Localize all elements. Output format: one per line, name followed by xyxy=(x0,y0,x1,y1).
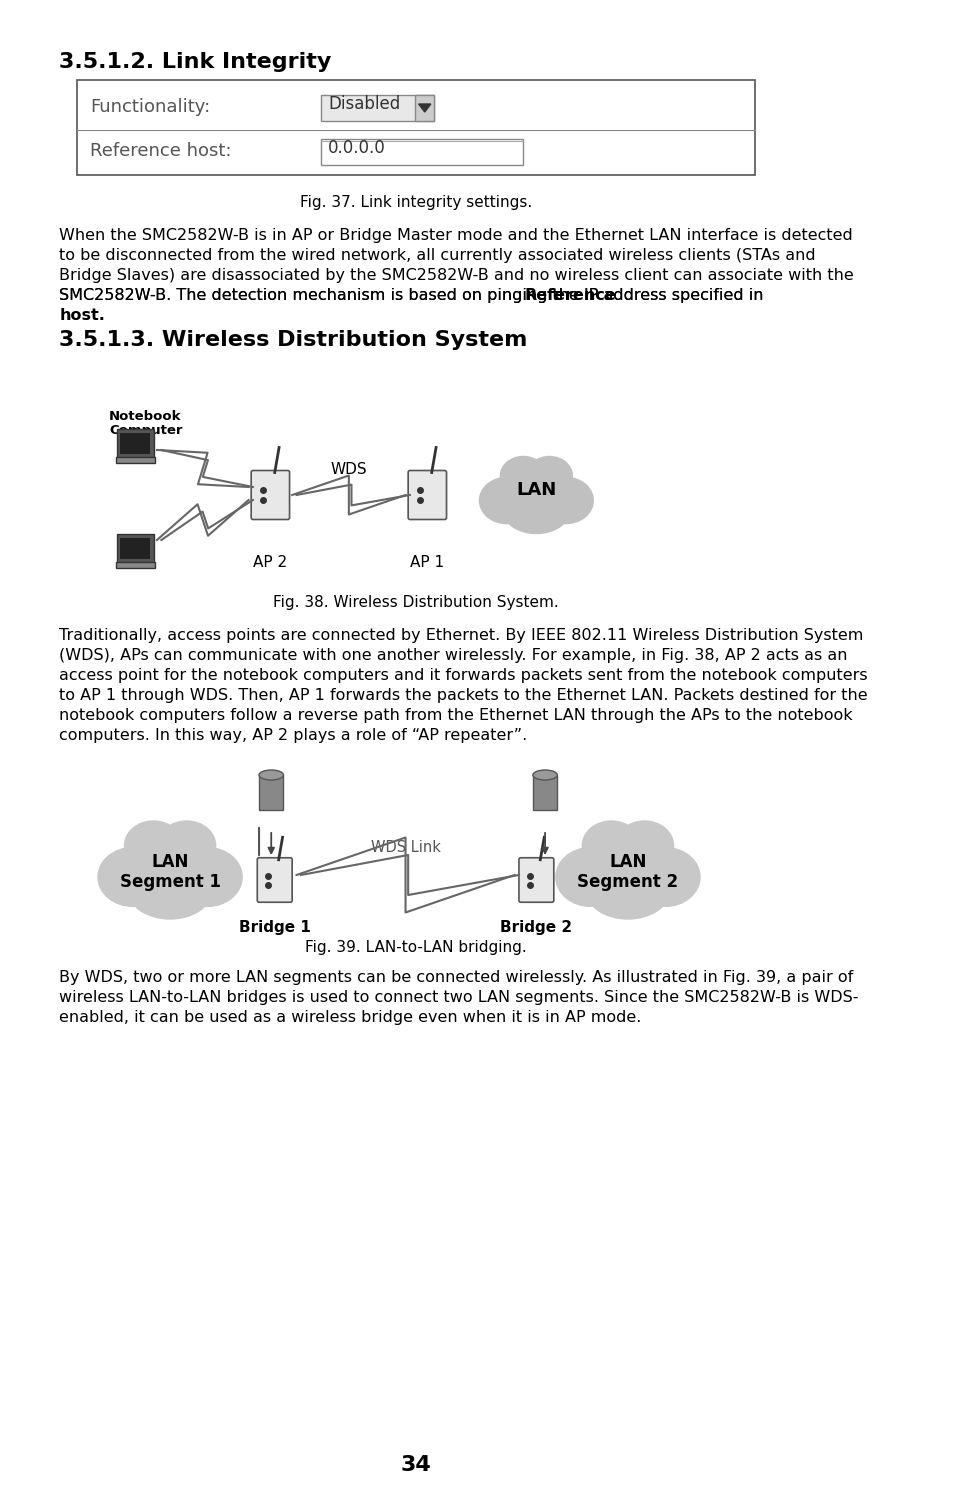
FancyBboxPatch shape xyxy=(533,776,557,810)
Text: Segment 1: Segment 1 xyxy=(119,873,220,891)
Ellipse shape xyxy=(259,770,283,780)
Text: 3.5.1.3. Wireless Distribution System: 3.5.1.3. Wireless Distribution System xyxy=(59,330,527,350)
Text: enabled, it can be used as a wireless bridge even when it is in AP mode.: enabled, it can be used as a wireless br… xyxy=(59,1010,641,1025)
Text: Fig. 38. Wireless Distribution System.: Fig. 38. Wireless Distribution System. xyxy=(273,596,558,610)
Text: 34: 34 xyxy=(400,1455,431,1474)
FancyBboxPatch shape xyxy=(320,140,523,165)
Text: computers. In this way, AP 2 plays a role of “AP repeater”.: computers. In this way, AP 2 plays a rol… xyxy=(59,728,527,742)
Ellipse shape xyxy=(157,821,215,870)
Text: access point for the notebook computers and it forwards packets sent from the no: access point for the notebook computers … xyxy=(59,668,867,682)
Text: When the SMC2582W-B is in AP or Bridge Master mode and the Ethernet LAN interfac: When the SMC2582W-B is in AP or Bridge M… xyxy=(59,228,852,243)
Ellipse shape xyxy=(581,831,673,909)
FancyBboxPatch shape xyxy=(415,94,434,122)
Ellipse shape xyxy=(556,847,625,906)
Text: By WDS, two or more LAN segments can be connected wirelessly. As illustrated in : By WDS, two or more LAN segments can be … xyxy=(59,970,853,986)
Text: WDS: WDS xyxy=(330,462,367,477)
Text: to AP 1 through WDS. Then, AP 1 forwards the packets to the Ethernet LAN. Packet: to AP 1 through WDS. Then, AP 1 forwards… xyxy=(59,688,867,703)
Text: LAN: LAN xyxy=(516,482,556,500)
Text: (WDS), APs can communicate with one another wirelessly. For example, in Fig. 38,: (WDS), APs can communicate with one anot… xyxy=(59,648,847,663)
Text: Reference host:: Reference host: xyxy=(90,142,231,160)
Ellipse shape xyxy=(537,477,593,524)
Text: Bridge 1: Bridge 1 xyxy=(238,920,311,934)
Text: Computer: Computer xyxy=(109,424,182,436)
Text: to be disconnected from the wired network, all currently associated wireless cli: to be disconnected from the wired networ… xyxy=(59,248,815,262)
FancyBboxPatch shape xyxy=(120,432,150,453)
Text: 0.0.0.0: 0.0.0.0 xyxy=(328,140,385,158)
Text: Fig. 37. Link integrity settings.: Fig. 37. Link integrity settings. xyxy=(299,195,532,210)
FancyBboxPatch shape xyxy=(115,561,154,568)
Text: LAN: LAN xyxy=(609,853,646,871)
FancyBboxPatch shape xyxy=(251,471,290,519)
FancyBboxPatch shape xyxy=(120,537,150,558)
Ellipse shape xyxy=(500,465,572,525)
FancyBboxPatch shape xyxy=(320,94,434,122)
Ellipse shape xyxy=(479,477,534,524)
Ellipse shape xyxy=(503,489,569,534)
Polygon shape xyxy=(418,104,431,112)
Text: Disabled: Disabled xyxy=(328,94,399,112)
Text: Traditionally, access points are connected by Ethernet. By IEEE 802.11 Wireless : Traditionally, access points are connect… xyxy=(59,628,862,644)
FancyBboxPatch shape xyxy=(257,858,292,903)
FancyBboxPatch shape xyxy=(115,456,154,464)
Text: wireless LAN-to-LAN bridges is used to connect two LAN segments. Since the SMC25: wireless LAN-to-LAN bridges is used to c… xyxy=(59,990,858,1005)
Ellipse shape xyxy=(586,862,669,919)
Ellipse shape xyxy=(581,821,639,870)
Text: AP 1: AP 1 xyxy=(410,555,444,570)
FancyBboxPatch shape xyxy=(408,471,446,519)
Text: Reference: Reference xyxy=(524,288,616,303)
Ellipse shape xyxy=(172,847,242,906)
Ellipse shape xyxy=(129,862,212,919)
Ellipse shape xyxy=(630,847,700,906)
Ellipse shape xyxy=(500,456,546,495)
Text: LAN: LAN xyxy=(152,853,189,871)
Text: AP 2: AP 2 xyxy=(253,555,287,570)
Text: host.: host. xyxy=(59,308,105,322)
Text: WDS Link: WDS Link xyxy=(370,840,440,855)
Text: SMC2582W-B. The detection mechanism is based on pinging the IP address specified: SMC2582W-B. The detection mechanism is b… xyxy=(59,288,768,303)
Ellipse shape xyxy=(98,847,168,906)
Ellipse shape xyxy=(615,821,673,870)
FancyBboxPatch shape xyxy=(116,429,153,457)
Text: Bridge Slaves) are disassociated by the SMC2582W-B and no wireless client can as: Bridge Slaves) are disassociated by the … xyxy=(59,268,853,284)
Text: Notebook: Notebook xyxy=(109,410,181,423)
Text: Fig. 39. LAN-to-LAN bridging.: Fig. 39. LAN-to-LAN bridging. xyxy=(305,940,526,956)
FancyBboxPatch shape xyxy=(518,858,554,903)
FancyBboxPatch shape xyxy=(259,776,283,810)
Text: Segment 2: Segment 2 xyxy=(577,873,678,891)
Ellipse shape xyxy=(125,821,182,870)
Text: 3.5.1.2. Link Integrity: 3.5.1.2. Link Integrity xyxy=(59,53,332,72)
Text: Functionality:: Functionality: xyxy=(90,98,210,116)
FancyBboxPatch shape xyxy=(76,80,755,176)
FancyBboxPatch shape xyxy=(116,534,153,562)
Ellipse shape xyxy=(533,770,557,780)
Text: notebook computers follow a reverse path from the Ethernet LAN through the APs t: notebook computers follow a reverse path… xyxy=(59,708,852,723)
Ellipse shape xyxy=(125,831,215,909)
Text: Bridge 2: Bridge 2 xyxy=(499,920,572,934)
Ellipse shape xyxy=(526,456,572,495)
Text: SMC2582W-B. The detection mechanism is based on pinging the IP address specified: SMC2582W-B. The detection mechanism is b… xyxy=(59,288,768,303)
